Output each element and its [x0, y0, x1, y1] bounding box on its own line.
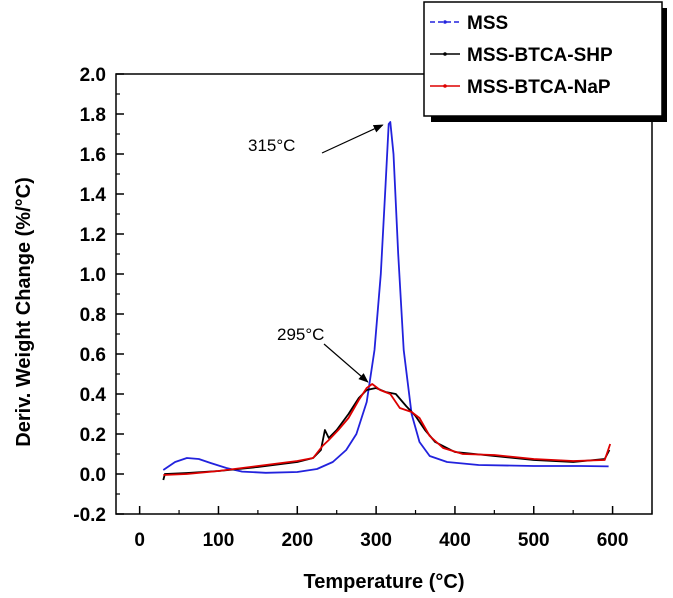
annotation-label: 315°C [248, 136, 295, 155]
legend-label: MSS [467, 13, 508, 34]
y-tick-label: 1.8 [80, 105, 106, 126]
legend-marker [443, 84, 447, 88]
x-tick-label: 500 [518, 530, 550, 551]
y-tick-label: 0.0 [80, 465, 106, 486]
legend: MSS MSS-BTCA-SHP MSS-BTCA-NaP [423, 1, 667, 122]
series-line-3 [163, 383, 612, 476]
legend-label: MSS-BTCA-NaP [467, 77, 611, 98]
x-tick-label: 400 [439, 530, 471, 551]
y-tick-label: 1.2 [80, 225, 106, 246]
series-line-1 [162, 121, 609, 474]
y-tick-label: -0.2 [73, 505, 106, 526]
x-tick-label: 200 [281, 530, 313, 551]
x-tick-label: 100 [203, 530, 235, 551]
y-tick-label: 0.4 [80, 385, 107, 406]
annotation-arrow [321, 124, 384, 154]
legend-box [423, 1, 663, 117]
y-tick-label: 1.0 [80, 265, 106, 286]
y-axis-title: Deriv. Weight Change (%/°C) [13, 177, 35, 447]
annotation-label: 295°C [277, 325, 324, 344]
legend-label: MSS-BTCA-SHP [467, 45, 613, 66]
annotations: 315°C 295°C [248, 124, 384, 383]
legend-marker [443, 20, 447, 24]
x-tick-label: 600 [597, 530, 629, 551]
axis-ticks: -0.2 0.0 0.2 0.4 0.6 0.8 1.0 1.2 1.4 1.6 1.8 2.0 0 10… [73, 65, 653, 551]
y-tick-label: 1.4 [80, 185, 107, 206]
y-tick-label: 0.2 [80, 425, 106, 446]
y-tick-label: 0.6 [80, 345, 106, 366]
x-tick-label: 0 [134, 530, 145, 551]
y-tick-label: 2.0 [80, 65, 106, 86]
plot-frame [115, 73, 653, 515]
x-tick-label: 300 [360, 530, 392, 551]
x-axis-title: Temperature (°C) [304, 571, 465, 593]
data-series [162, 121, 612, 481]
legend-marker [443, 52, 447, 56]
y-tick-label: 0.8 [80, 305, 106, 326]
annotation-arrow [323, 343, 369, 383]
y-tick-label: 1.6 [80, 145, 106, 166]
